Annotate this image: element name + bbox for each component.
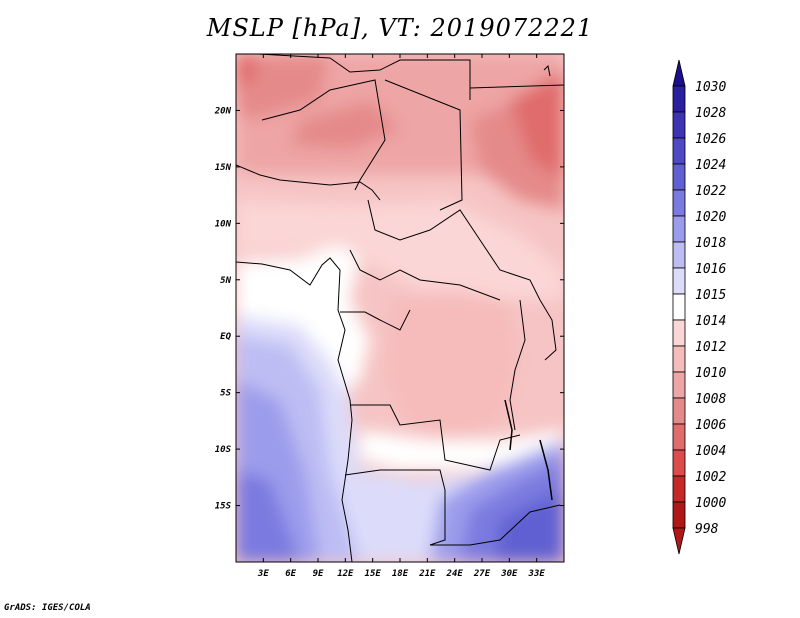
colorbar-label: 1000 [695, 496, 726, 511]
colorbar-label: 1002 [695, 470, 726, 485]
colorbar-label: 1015 [695, 288, 726, 303]
border-rift [509, 299, 526, 431]
lat-axis: 20N 15N 10N 5N EQ 5S 10S 15S [214, 106, 564, 512]
colorbar-label: 1006 [695, 418, 726, 433]
colorbar-label: 1016 [695, 262, 726, 277]
colorbar-label: 1030 [695, 80, 726, 95]
colorbar-swatch [672, 345, 686, 373]
field-nw-1006 [236, 54, 330, 120]
colorbar-swatch [672, 163, 686, 191]
field-ocean-1020 [236, 470, 300, 562]
colorbar-label: 1004 [695, 444, 726, 459]
colorbar-swatch [672, 137, 686, 165]
lon-tick-label: 24E [446, 569, 464, 579]
colorbar-label: 1018 [695, 236, 726, 251]
field-n-1006 [290, 100, 400, 150]
border-sahel [236, 164, 381, 201]
grads-credit: GrADS: IGES/COLA [4, 603, 91, 613]
lat-tick-label: 5N [220, 276, 231, 286]
lon-tick-label: 6E [285, 569, 296, 579]
colorbar-label: 998 [695, 522, 719, 537]
lon-tick-label: 27E [473, 569, 491, 579]
border-car [367, 199, 541, 301]
colorbar-top-arrow [672, 59, 686, 87]
field-1012-band [236, 200, 564, 300]
colorbar-swatch [672, 111, 686, 139]
colorbar-swatch [672, 241, 686, 269]
colorbar-label: 1024 [695, 158, 726, 173]
lon-tick-label: 30E [500, 569, 518, 579]
lat-tick-label: 15S [215, 502, 232, 512]
lake-tanganyika [504, 399, 513, 451]
lon-tick-label: 3E [257, 569, 269, 579]
lon-tick-label: 21E [418, 569, 436, 579]
colorbar-label: 1014 [695, 314, 726, 329]
border-zambia [430, 504, 561, 546]
lon-tick-label: 18E [392, 569, 409, 579]
map-title: MSLP [hPa], VT: 2019072221 [206, 14, 594, 42]
field-south-1014 [360, 430, 564, 470]
colorbar-swatch [672, 293, 686, 321]
border-north-1 [257, 54, 471, 100]
colorbar-swatch [672, 319, 686, 347]
colorbar-swatch [672, 371, 686, 399]
lat-tick-label: 10S [215, 445, 232, 455]
colorbar: 1030 1028 1026 1024 1022 1020 1018 1016 1015 1014… [672, 59, 726, 555]
lake-malawi [539, 439, 553, 501]
colorbar-swatch [672, 501, 686, 529]
colorbar-label: 1022 [695, 184, 726, 199]
colorbar-label: 1008 [695, 392, 726, 407]
lon-tick-label: 15E [365, 569, 382, 579]
colorbar-swatch [672, 267, 686, 295]
coastline [236, 257, 353, 562]
lon-tick-label: 9E [313, 569, 324, 579]
colorbar-swatch [672, 397, 686, 425]
border-angola-drc [350, 404, 521, 471]
border-uganda [539, 299, 557, 361]
field-nw-1004 [236, 54, 256, 90]
field-coast-1014 [236, 245, 370, 400]
border-north-2 [261, 79, 386, 191]
colorbar-label: 1012 [695, 340, 726, 355]
political-boundaries [236, 54, 564, 562]
colorbar-label: 1020 [695, 210, 726, 225]
lon-tick-label: 12E [337, 569, 354, 579]
coast-sinai [543, 64, 551, 77]
border-gabon [340, 309, 411, 331]
lon-tick-label: 33E [528, 569, 546, 579]
colorbar-bottom-arrow [672, 527, 686, 555]
colorbar-label: 1026 [695, 132, 726, 147]
colorbar-label: 1028 [695, 106, 726, 121]
colorbar-swatch [672, 423, 686, 451]
colorbar-swatch [672, 449, 686, 477]
lat-tick-label: 15N [215, 163, 232, 173]
border-angola-south [344, 469, 446, 546]
border-cameroon [349, 249, 501, 301]
border-chad [384, 79, 463, 211]
lat-tick-label: EQ [220, 332, 231, 342]
colorbar-swatch [672, 215, 686, 243]
colorbar-label: 1010 [695, 366, 726, 381]
lon-axis: 3E 6E 9E 12E 15E 18E 21E 24E 27E 30E 33E [257, 54, 545, 579]
lat-tick-label: 5S [220, 389, 231, 399]
lat-tick-label: 20N [214, 106, 232, 116]
field-ne-1004 [510, 70, 564, 180]
colorbar-swatch [672, 85, 686, 113]
field-congo-1010 [385, 290, 520, 440]
border-libya-egypt [469, 84, 564, 89]
colorbar-swatch [672, 189, 686, 217]
pressure-field [236, 54, 564, 562]
colorbar-swatch [672, 475, 686, 503]
lat-tick-label: 10N [215, 219, 232, 229]
